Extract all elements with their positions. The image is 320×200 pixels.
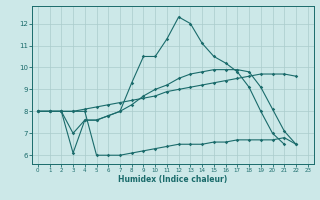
X-axis label: Humidex (Indice chaleur): Humidex (Indice chaleur) — [118, 175, 228, 184]
